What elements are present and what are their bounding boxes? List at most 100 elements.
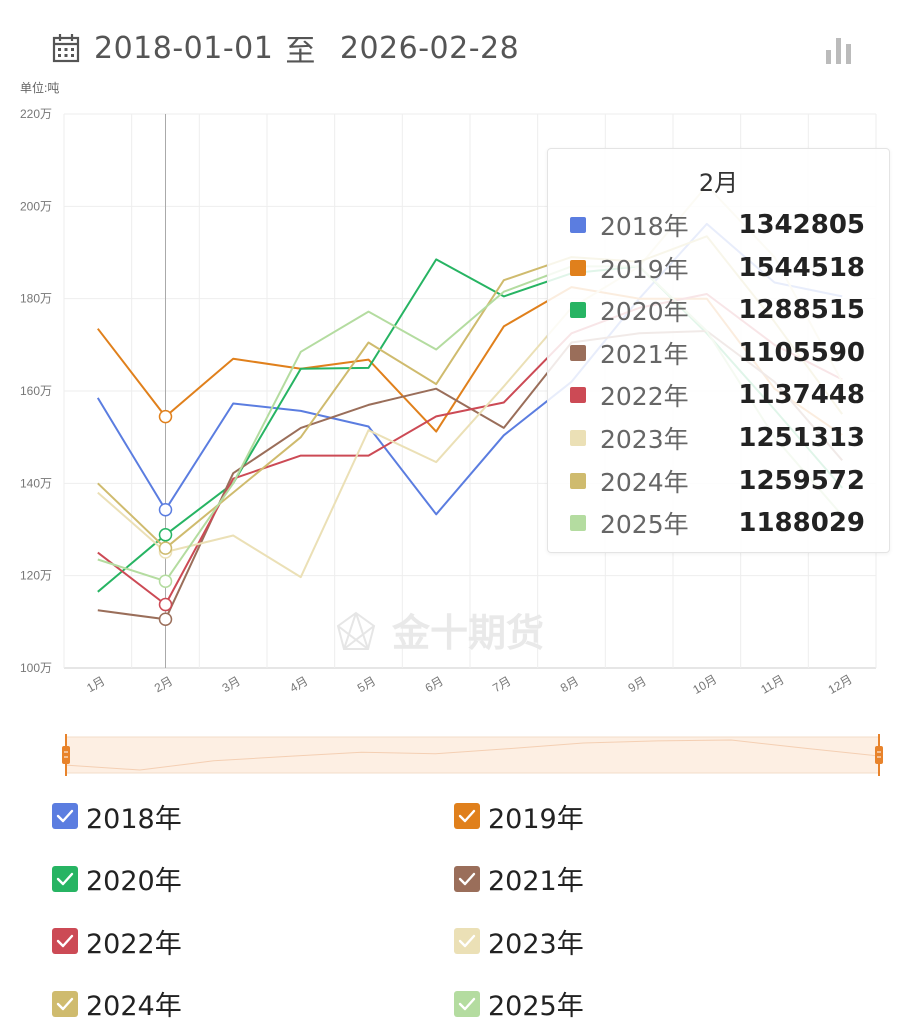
tooltip-series-value: 1259572 xyxy=(738,465,865,496)
tooltip-swatch xyxy=(570,344,586,361)
legend-label: 2020年 xyxy=(86,866,182,897)
x-tick-label: 6月 xyxy=(423,674,446,695)
legend-item[interactable]: 2023年 xyxy=(454,923,584,960)
x-tick-label: 8月 xyxy=(558,674,581,695)
tooltip-series-value: 1105590 xyxy=(738,337,865,368)
tooltip-series-name: 2023年 xyxy=(600,425,689,454)
legend-checkbox-icon[interactable] xyxy=(454,990,480,1017)
legend-item[interactable]: 2024年 xyxy=(52,986,182,1022)
tooltip-series-name: 2024年 xyxy=(600,467,689,497)
unit-label: 单位:吨 xyxy=(20,80,59,95)
x-tick-label: 1月 xyxy=(84,674,107,695)
legend-item[interactable]: 2025年 xyxy=(454,986,584,1022)
legend-label: 2023年 xyxy=(488,928,584,960)
calendar-icon[interactable] xyxy=(52,33,80,63)
date-range-header[interactable]: 2018-01-01 至 2026-02-28 xyxy=(52,26,519,70)
x-tick-label: 12月 xyxy=(826,672,855,697)
start-date[interactable]: 2018-01-01 xyxy=(94,30,274,66)
legend-checkbox-icon[interactable] xyxy=(52,928,78,954)
tooltip-series-name: 2021年 xyxy=(600,339,689,369)
legend-label: 2018年 xyxy=(86,803,182,835)
tooltip-series-value: 1188029 xyxy=(738,508,865,539)
legend-item[interactable]: 2020年 xyxy=(52,861,182,897)
legend-label: 2022年 xyxy=(86,928,182,960)
tooltip-series-name: 2025年 xyxy=(600,510,689,540)
tooltip-series-name: 2022年 xyxy=(600,382,689,412)
tooltip-series-name: 2018年 xyxy=(600,212,689,241)
x-tick-label: 5月 xyxy=(355,674,378,695)
tooltip-row: 2019年 1544518 xyxy=(570,248,865,288)
y-tick-label: 100万 xyxy=(20,661,52,675)
watermark: 金十期货 xyxy=(336,611,544,655)
tooltip-row: 2021年 1105590 xyxy=(570,333,865,373)
tooltip-series-value: 1137448 xyxy=(738,380,865,411)
legend-item[interactable]: 2018年 xyxy=(52,798,182,835)
tooltip-row: 2018年 1342805 xyxy=(570,205,865,245)
tooltip-series-name: 2020年 xyxy=(600,297,689,327)
date-separator: 至 xyxy=(285,34,316,69)
legend-item[interactable]: 2021年 xyxy=(454,861,584,897)
data-zoom-slider[interactable] xyxy=(62,734,883,776)
x-tick-label: 4月 xyxy=(287,674,310,695)
legend-checkbox-icon[interactable] xyxy=(454,865,480,892)
y-tick-label: 200万 xyxy=(20,199,52,213)
tooltip-row: 2022年 1137448 xyxy=(570,375,865,415)
legend-checkbox-icon[interactable] xyxy=(454,803,480,829)
tooltip-swatch xyxy=(570,217,586,233)
legend-label: 2021年 xyxy=(488,866,584,897)
tooltip-row: 2025年 1188029 xyxy=(570,503,865,543)
x-tick-label: 2月 xyxy=(152,674,175,695)
y-tick-label: 140万 xyxy=(20,476,52,490)
tooltip-row: 2024年 1259572 xyxy=(570,461,865,501)
tooltip-row: 2020年 1288515 xyxy=(570,290,865,330)
y-tick-label: 160万 xyxy=(20,384,52,398)
hover-point xyxy=(158,574,173,588)
bar-chart-icon[interactable] xyxy=(822,34,856,70)
tooltip-title: 2月 xyxy=(698,169,739,197)
watermark-text: 金十期货 xyxy=(391,611,544,655)
x-tick-label: 7月 xyxy=(490,674,513,695)
x-tick-label: 3月 xyxy=(220,674,243,695)
end-date[interactable]: 2026-02-28 xyxy=(339,30,520,66)
legend-label: 2024年 xyxy=(86,991,182,1022)
tooltip-row: 2023年 1251313 xyxy=(570,418,865,458)
legend-checkbox-icon[interactable] xyxy=(52,803,78,829)
y-tick-label: 180万 xyxy=(20,292,52,306)
tooltip-swatch xyxy=(570,302,586,319)
x-tick-label: 10月 xyxy=(690,672,719,697)
x-tick-label: 9月 xyxy=(626,674,649,695)
hover-point xyxy=(158,612,173,627)
legend-checkbox-icon[interactable] xyxy=(52,990,78,1017)
tooltip-series-value: 1342805 xyxy=(738,210,865,240)
chart-tooltip: 2月 2018年 1342805 2019年 1544518 2020年 1288515 2… xyxy=(547,148,890,553)
x-axis: 1月 2月 3月 4月 5月 6月 7月 8月 9月 10月 11月 12月 xyxy=(84,672,854,697)
hover-point xyxy=(158,597,173,612)
data-zoom-track[interactable] xyxy=(65,736,880,774)
y-tick-label: 120万 xyxy=(20,569,52,583)
tooltip-series-name: 2019年 xyxy=(600,254,689,284)
tooltip-swatch xyxy=(570,515,586,532)
legend-checkbox-icon[interactable] xyxy=(52,865,78,892)
x-tick-label: 11月 xyxy=(758,672,786,696)
tooltip-swatch xyxy=(570,259,586,276)
tooltip-swatch xyxy=(570,387,586,404)
y-axis: 100万 120万 140万 160万 180万 200万 220万 xyxy=(20,107,52,675)
tooltip-series-value: 1544518 xyxy=(738,252,865,283)
hover-point xyxy=(158,528,173,542)
data-zoom-handle-left[interactable] xyxy=(62,734,70,776)
data-zoom-handle-right[interactable] xyxy=(875,734,883,776)
legend-item[interactable]: 2022年 xyxy=(52,923,182,960)
hover-points xyxy=(158,409,173,627)
data-zoom-shadow xyxy=(65,739,880,771)
tooltip-swatch xyxy=(570,430,586,446)
hover-point xyxy=(158,409,173,424)
tooltip-swatch xyxy=(570,472,586,489)
tooltip-series-value: 1251313 xyxy=(738,423,865,453)
hover-point xyxy=(158,502,173,517)
legend-label: 2025年 xyxy=(488,991,584,1022)
legend-item[interactable]: 2019年 xyxy=(454,798,584,835)
hover-point xyxy=(158,541,173,555)
legend-checkbox-icon[interactable] xyxy=(454,928,480,954)
tooltip-series-value: 1288515 xyxy=(738,295,865,326)
legend-label: 2019年 xyxy=(488,803,584,835)
